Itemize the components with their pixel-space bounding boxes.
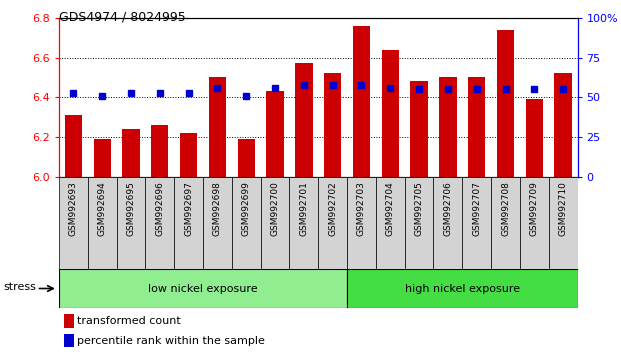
Bar — [65, 115, 82, 177]
Bar — [122, 129, 140, 177]
Bar — [324, 74, 342, 177]
Bar — [353, 25, 370, 177]
Bar — [145, 177, 175, 269]
Bar — [209, 78, 226, 177]
Bar — [468, 78, 486, 177]
Text: GSM992694: GSM992694 — [97, 182, 107, 236]
Bar — [59, 177, 88, 269]
Bar — [175, 177, 203, 269]
Bar — [497, 30, 514, 177]
Text: GSM992693: GSM992693 — [69, 182, 78, 236]
Bar — [410, 81, 428, 177]
Bar — [289, 177, 319, 269]
Text: GSM992706: GSM992706 — [443, 182, 452, 236]
Text: GSM992698: GSM992698 — [213, 182, 222, 236]
Text: GSM992707: GSM992707 — [472, 182, 481, 236]
Bar — [238, 139, 255, 177]
Bar — [266, 91, 284, 177]
Bar — [462, 177, 491, 269]
Bar — [382, 50, 399, 177]
Bar — [64, 334, 73, 347]
Text: GSM992699: GSM992699 — [242, 182, 251, 236]
Text: GSM992695: GSM992695 — [127, 182, 135, 236]
Text: low nickel exposure: low nickel exposure — [148, 284, 258, 293]
Bar — [117, 177, 145, 269]
Text: GSM992705: GSM992705 — [415, 182, 424, 236]
Bar — [261, 177, 289, 269]
Bar — [405, 177, 433, 269]
Bar — [433, 177, 462, 269]
Text: GSM992697: GSM992697 — [184, 182, 193, 236]
Bar — [555, 74, 572, 177]
Bar — [525, 99, 543, 177]
Bar — [347, 269, 578, 308]
Text: GSM992701: GSM992701 — [299, 182, 309, 236]
Bar — [520, 177, 549, 269]
Bar — [64, 314, 73, 328]
Text: stress: stress — [3, 281, 36, 292]
Text: GSM992710: GSM992710 — [559, 182, 568, 236]
Bar — [319, 177, 347, 269]
Bar — [376, 177, 405, 269]
Bar — [295, 63, 312, 177]
Text: transformed count: transformed count — [77, 316, 181, 326]
Text: GSM992696: GSM992696 — [155, 182, 165, 236]
Text: percentile rank within the sample: percentile rank within the sample — [77, 336, 265, 346]
Bar — [180, 133, 197, 177]
Bar — [232, 177, 261, 269]
Bar — [59, 269, 347, 308]
Text: GSM992700: GSM992700 — [271, 182, 279, 236]
Text: GDS4974 / 8024995: GDS4974 / 8024995 — [59, 11, 186, 24]
Bar — [94, 139, 111, 177]
Bar — [151, 125, 168, 177]
Bar — [203, 177, 232, 269]
Bar — [88, 177, 117, 269]
Text: high nickel exposure: high nickel exposure — [405, 284, 520, 293]
Text: GSM992702: GSM992702 — [328, 182, 337, 236]
Bar — [549, 177, 578, 269]
Bar — [439, 78, 456, 177]
Text: GSM992708: GSM992708 — [501, 182, 510, 236]
Text: GSM992703: GSM992703 — [357, 182, 366, 236]
Text: GSM992704: GSM992704 — [386, 182, 395, 236]
Bar — [347, 177, 376, 269]
Text: GSM992709: GSM992709 — [530, 182, 539, 236]
Bar — [491, 177, 520, 269]
